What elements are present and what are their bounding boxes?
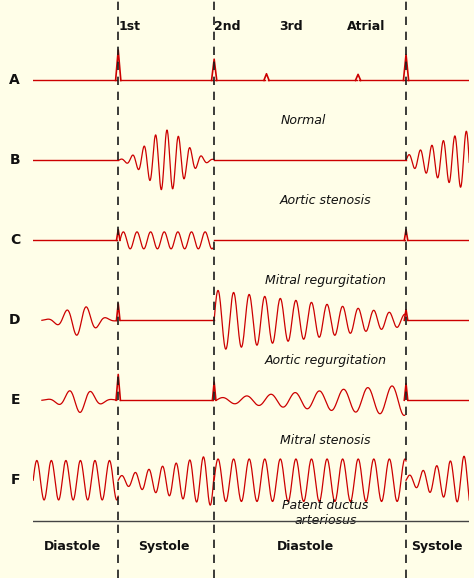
Text: Aortic regurgitation: Aortic regurgitation: [264, 354, 386, 367]
Text: Aortic stenosis: Aortic stenosis: [280, 194, 371, 207]
Text: Mitral regurgitation: Mitral regurgitation: [265, 274, 386, 287]
Text: Diastole: Diastole: [277, 540, 334, 553]
Text: Mitral stenosis: Mitral stenosis: [280, 434, 371, 447]
Text: 2nd: 2nd: [214, 20, 241, 33]
Text: Systole: Systole: [138, 540, 190, 553]
Text: Patent ductus
arteriosus: Patent ductus arteriosus: [282, 499, 369, 527]
Text: Normal: Normal: [281, 114, 326, 127]
Text: 3rd: 3rd: [280, 20, 303, 33]
Text: E: E: [10, 393, 20, 407]
Text: Atrial: Atrial: [347, 20, 385, 33]
Text: B: B: [9, 153, 20, 168]
Text: C: C: [10, 234, 20, 247]
Text: A: A: [9, 73, 20, 87]
Text: 1st: 1st: [118, 20, 140, 33]
Text: Diastole: Diastole: [44, 540, 101, 553]
Text: D: D: [9, 313, 20, 327]
Text: Systole: Systole: [411, 540, 462, 553]
Text: F: F: [10, 473, 20, 487]
